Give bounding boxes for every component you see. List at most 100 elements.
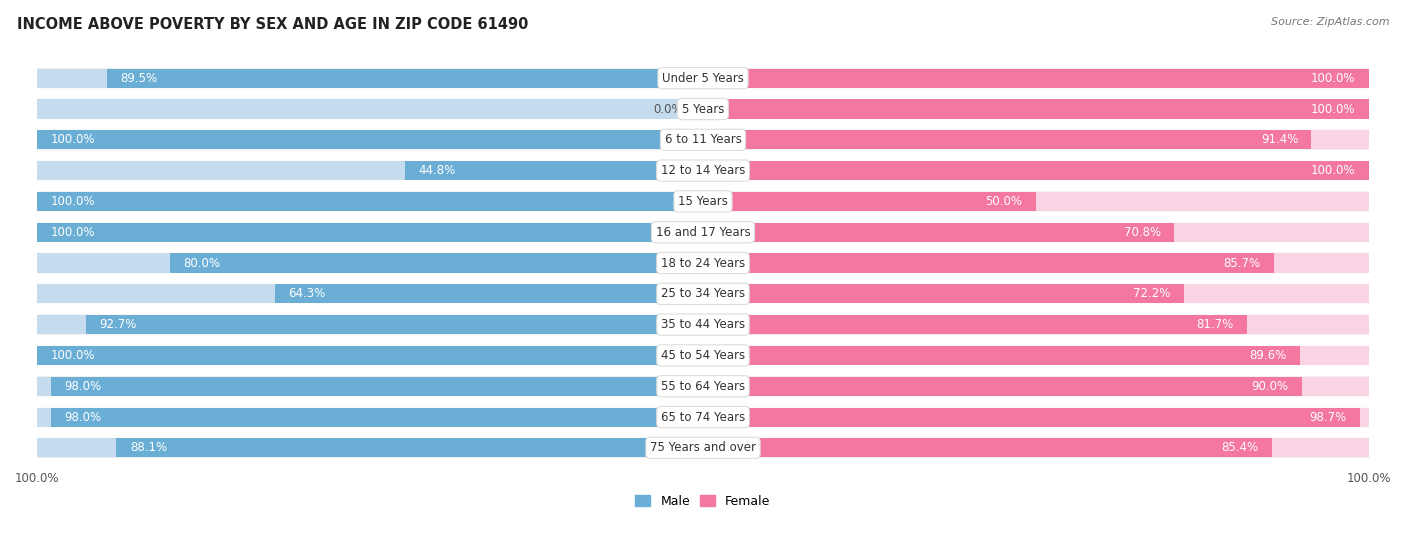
Bar <box>37 192 703 211</box>
Text: INCOME ABOVE POVERTY BY SEX AND AGE IN ZIP CODE 61490: INCOME ABOVE POVERTY BY SEX AND AGE IN Z… <box>17 17 529 32</box>
Bar <box>37 346 703 365</box>
Bar <box>703 192 1036 211</box>
Text: 5 Years: 5 Years <box>682 102 724 116</box>
Bar <box>703 377 1302 396</box>
Bar <box>107 69 703 88</box>
Bar <box>703 315 1369 334</box>
Bar <box>86 315 703 334</box>
Text: 65 to 74 Years: 65 to 74 Years <box>661 410 745 424</box>
Text: 100.0%: 100.0% <box>51 133 96 146</box>
Text: 89.5%: 89.5% <box>121 72 157 85</box>
Bar <box>703 130 1312 149</box>
Text: 0.0%: 0.0% <box>654 102 683 116</box>
FancyBboxPatch shape <box>37 407 1369 427</box>
Text: 100.0%: 100.0% <box>51 226 96 239</box>
FancyBboxPatch shape <box>37 283 1369 304</box>
FancyBboxPatch shape <box>37 376 1369 396</box>
Bar <box>703 253 1274 273</box>
Bar <box>703 69 1369 88</box>
Text: 45 to 54 Years: 45 to 54 Years <box>661 349 745 362</box>
FancyBboxPatch shape <box>37 99 1369 119</box>
Text: 100.0%: 100.0% <box>1310 164 1355 177</box>
Text: 6 to 11 Years: 6 to 11 Years <box>665 133 741 146</box>
Bar <box>51 377 703 396</box>
Text: 72.2%: 72.2% <box>1133 287 1170 300</box>
Bar <box>703 377 1369 396</box>
Text: 88.1%: 88.1% <box>129 442 167 454</box>
Bar <box>703 100 1369 119</box>
Text: 80.0%: 80.0% <box>184 257 221 269</box>
Bar <box>37 438 703 457</box>
Bar <box>37 222 703 242</box>
Text: 75 Years and over: 75 Years and over <box>650 442 756 454</box>
Bar <box>703 100 1369 119</box>
Bar <box>703 408 1360 427</box>
Legend: Male, Female: Male, Female <box>630 490 776 513</box>
Bar <box>276 285 703 304</box>
Bar <box>703 315 1247 334</box>
Bar <box>703 222 1369 242</box>
Bar <box>37 130 703 149</box>
Bar <box>37 161 703 180</box>
Bar <box>37 69 703 88</box>
Bar <box>170 253 703 273</box>
Text: 100.0%: 100.0% <box>1310 72 1355 85</box>
Bar <box>37 253 703 273</box>
Text: Under 5 Years: Under 5 Years <box>662 72 744 85</box>
Bar <box>703 438 1271 457</box>
Bar <box>37 377 703 396</box>
Text: 70.8%: 70.8% <box>1123 226 1161 239</box>
FancyBboxPatch shape <box>37 253 1369 273</box>
Text: 50.0%: 50.0% <box>986 195 1022 208</box>
Text: 98.0%: 98.0% <box>63 410 101 424</box>
Text: 98.7%: 98.7% <box>1309 410 1347 424</box>
Text: 91.4%: 91.4% <box>1261 133 1298 146</box>
Text: 85.4%: 85.4% <box>1220 442 1258 454</box>
Bar <box>703 69 1369 88</box>
Text: 100.0%: 100.0% <box>51 195 96 208</box>
Bar <box>703 285 1369 304</box>
Bar <box>703 222 1174 242</box>
FancyBboxPatch shape <box>37 315 1369 335</box>
Text: 35 to 44 Years: 35 to 44 Years <box>661 318 745 331</box>
Bar <box>37 100 703 119</box>
FancyBboxPatch shape <box>37 68 1369 88</box>
FancyBboxPatch shape <box>37 438 1369 458</box>
Text: Source: ZipAtlas.com: Source: ZipAtlas.com <box>1271 17 1389 27</box>
Text: 85.7%: 85.7% <box>1223 257 1260 269</box>
Text: 12 to 14 Years: 12 to 14 Years <box>661 164 745 177</box>
Text: 90.0%: 90.0% <box>1251 380 1289 393</box>
FancyBboxPatch shape <box>37 191 1369 212</box>
Bar <box>703 192 1369 211</box>
Bar <box>37 222 703 242</box>
Bar <box>703 438 1369 457</box>
Bar <box>703 346 1369 365</box>
Bar <box>51 408 703 427</box>
Bar <box>37 285 703 304</box>
Text: 15 Years: 15 Years <box>678 195 728 208</box>
Text: 81.7%: 81.7% <box>1197 318 1233 331</box>
Bar <box>405 161 703 180</box>
Bar <box>117 438 703 457</box>
Bar <box>703 285 1184 304</box>
Text: 18 to 24 Years: 18 to 24 Years <box>661 257 745 269</box>
Text: 25 to 34 Years: 25 to 34 Years <box>661 287 745 300</box>
Bar <box>703 253 1369 273</box>
Bar <box>37 130 703 149</box>
FancyBboxPatch shape <box>37 130 1369 150</box>
FancyBboxPatch shape <box>37 345 1369 366</box>
Bar <box>37 346 703 365</box>
Bar <box>703 130 1369 149</box>
Bar <box>37 408 703 427</box>
Text: 92.7%: 92.7% <box>100 318 136 331</box>
Bar <box>37 315 703 334</box>
Text: 100.0%: 100.0% <box>1310 102 1355 116</box>
Text: 100.0%: 100.0% <box>51 349 96 362</box>
Text: 16 and 17 Years: 16 and 17 Years <box>655 226 751 239</box>
Bar <box>703 161 1369 180</box>
Text: 64.3%: 64.3% <box>288 287 325 300</box>
Text: 44.8%: 44.8% <box>418 164 456 177</box>
Bar <box>703 346 1299 365</box>
FancyBboxPatch shape <box>37 222 1369 243</box>
Bar <box>703 408 1369 427</box>
